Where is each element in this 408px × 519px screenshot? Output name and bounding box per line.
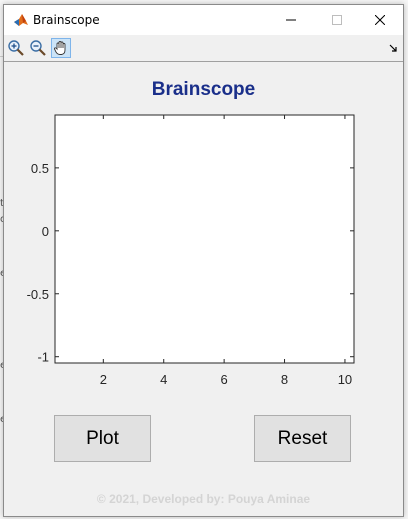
close-icon — [375, 15, 385, 25]
close-button[interactable] — [357, 5, 403, 35]
background-text-fragment: t — [0, 198, 4, 209]
footer-credit: © 2021, Developed by: Pouya Aminae — [96, 492, 311, 506]
maximize-button[interactable] — [314, 5, 360, 35]
x-tick-label: 10 — [338, 372, 352, 387]
plot-button[interactable]: Plot — [54, 415, 151, 462]
window-title: Brainscope — [33, 13, 100, 27]
plot-area — [54, 114, 355, 364]
x-tick-label: 4 — [160, 372, 167, 387]
maximize-icon — [332, 15, 342, 25]
zoom-out-tool[interactable] — [28, 38, 48, 58]
matlab-logo-icon — [13, 12, 29, 28]
title-bar[interactable]: Brainscope — [4, 5, 403, 35]
zoom-in-icon — [8, 40, 24, 56]
figure-title: Brainscope — [151, 79, 256, 100]
y-tick-label: -0.5 — [27, 287, 49, 302]
pan-hand-icon — [53, 41, 66, 55]
x-tick-label: 6 — [221, 372, 228, 387]
zoom-out-icon — [30, 40, 46, 56]
x-tick-label: 2 — [100, 372, 107, 387]
minimize-icon — [286, 19, 296, 21]
zoom-in-tool[interactable] — [6, 38, 26, 58]
y-tick-label: 0.5 — [31, 161, 49, 176]
dock-arrow-icon[interactable] — [389, 44, 397, 52]
figure-toolbar — [4, 35, 403, 62]
figure-window: Brainscope — [3, 4, 404, 517]
pan-tool[interactable] — [51, 38, 71, 58]
x-tick-label: 8 — [281, 372, 288, 387]
empty-plot-axes[interactable]: 2 4 6 8 10 0.5 0 -0.5 -1 — [4, 5, 403, 405]
minimize-button[interactable] — [268, 5, 314, 35]
y-tick-label: 0 — [42, 224, 49, 239]
reset-button[interactable]: Reset — [254, 415, 351, 462]
y-tick-label: -1 — [37, 350, 49, 365]
